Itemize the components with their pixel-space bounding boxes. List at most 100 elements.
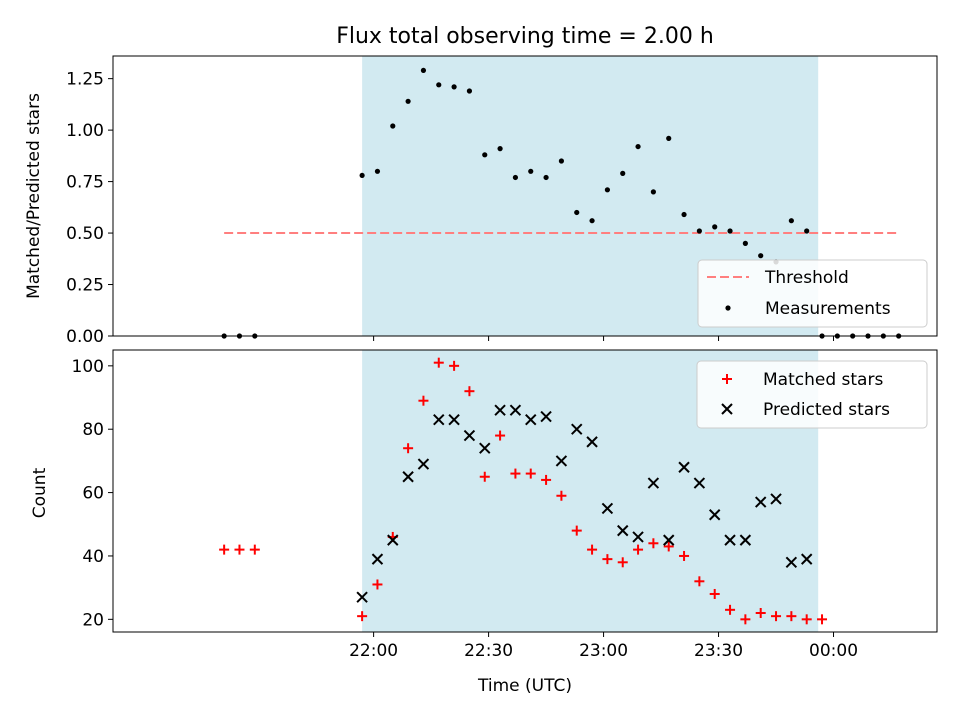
matched-star-point (541, 474, 552, 485)
matched-star-point (679, 550, 690, 561)
measurement-point (758, 253, 764, 259)
predicted-star-point (448, 414, 460, 426)
predicted-star-point (601, 502, 614, 515)
predicted-star-point (770, 493, 782, 505)
x-axis-label: Time (UTC) (477, 676, 572, 696)
predicted-star-point (371, 553, 384, 565)
predicted-star-point (586, 436, 598, 448)
predicted-star-point (494, 404, 506, 416)
measurement-point (390, 123, 396, 129)
matched-star-point (740, 614, 751, 625)
measurement-point (512, 174, 519, 181)
bottom-y-tick-label: 60 (82, 484, 104, 504)
matched-star-point (602, 554, 613, 565)
matched-star-point (694, 576, 705, 587)
matched-star-point (418, 395, 429, 406)
predicted-star-point (433, 414, 445, 426)
matched-star-point (771, 611, 782, 622)
measurement-point (604, 187, 611, 193)
measurement-point (466, 88, 473, 94)
predicted-star-point (678, 461, 690, 473)
matched-star-point (817, 614, 828, 625)
bottom-y-tick-label: 100 (72, 357, 104, 377)
predicted-star-point (525, 414, 537, 426)
measurement-point (742, 240, 748, 246)
top-y-tick-label: 0.75 (66, 173, 104, 193)
measurement-point (374, 168, 381, 174)
bottom-axes-frame (112, 349, 938, 633)
matched-star-point (249, 544, 260, 555)
predicted-star-point (663, 534, 675, 546)
bottom-y-axis-label: Count (30, 467, 50, 518)
top-y-axis-label: Matched/Predicted stars (24, 93, 44, 299)
measurement-point (405, 98, 411, 104)
predicted-star-point (724, 534, 736, 546)
x-tick-label: 22:00 (349, 641, 398, 661)
legend-predicted-label: Predicted stars (763, 400, 890, 420)
measurement-point (696, 228, 702, 234)
legend-plus (722, 374, 732, 384)
matched-star-point (663, 541, 674, 552)
predicted-star-point (571, 423, 583, 435)
matched-star-point (786, 611, 797, 622)
predicted-star-point (540, 410, 552, 423)
matched-star-point (587, 544, 598, 555)
matched-star-point (510, 468, 521, 479)
top-y-tick-label: 0.50 (66, 224, 104, 244)
legend-cross (721, 403, 733, 415)
measurement-point (359, 172, 365, 179)
predicted-star-point (785, 556, 798, 568)
matched-star-point (372, 579, 383, 590)
predicted-star-point (800, 553, 813, 565)
top-y-tick-label: 1.25 (66, 70, 104, 90)
predicted-star-point (463, 429, 476, 442)
x-tick-label: 00:00 (809, 641, 858, 661)
bottom-y-tick-label: 80 (82, 420, 104, 440)
matched-star-point (525, 468, 536, 479)
x-tick-label: 23:30 (694, 641, 743, 661)
measurement-point (727, 228, 733, 234)
matched-star-point (648, 538, 659, 549)
x-tick-label: 22:30 (464, 641, 513, 661)
measurement-point (497, 146, 503, 152)
matched-star-point (357, 611, 368, 622)
measurement-point (666, 135, 672, 141)
top-axes-frame (112, 55, 938, 337)
predicted-star-point (417, 458, 430, 470)
measurement-point (420, 67, 427, 74)
measurement-point (589, 218, 595, 224)
matched-star-point (617, 557, 628, 568)
predicted-star-point (709, 509, 721, 521)
measurement-point (436, 82, 442, 88)
measurement-point (543, 174, 549, 181)
predicted-star-point (617, 524, 629, 537)
predicted-star-point (632, 531, 644, 543)
matched-star-point (556, 490, 567, 501)
measurement-point (804, 228, 810, 234)
matched-star-point (709, 588, 720, 599)
matched-star-point (495, 430, 506, 441)
matched-star-point (633, 544, 644, 555)
measurement-point (528, 168, 534, 174)
predicted-star-point (754, 496, 767, 508)
top-legend: Threshold Measurements (697, 259, 928, 328)
measurement-point (558, 158, 565, 164)
matched-star-point (219, 544, 230, 555)
bottom-legend: Matched stars Predicted stars (696, 360, 928, 429)
matched-star-point (403, 443, 414, 454)
predicted-star-point (387, 534, 399, 546)
predicted-star-point (509, 404, 522, 416)
top-y-tick-label: 1.00 (66, 121, 104, 141)
measurement-point (482, 152, 488, 158)
legend-measurements-label: Measurements (765, 299, 891, 319)
predicted-star-point (402, 471, 414, 483)
bottom-y-tick-label: 20 (82, 610, 104, 630)
bottom-panel: 20 40 60 80 100 22:00 22:30 23:00 23:30 00:00 Tim… (30, 349, 938, 696)
predicted-star-point (739, 534, 752, 546)
legend-matched-label: Matched stars (763, 370, 883, 390)
predicted-star-point (555, 455, 568, 467)
predicted-star-point (479, 442, 491, 454)
predicted-star-point (356, 591, 368, 603)
matched-star-point (449, 360, 460, 371)
measurement-point (620, 170, 626, 176)
